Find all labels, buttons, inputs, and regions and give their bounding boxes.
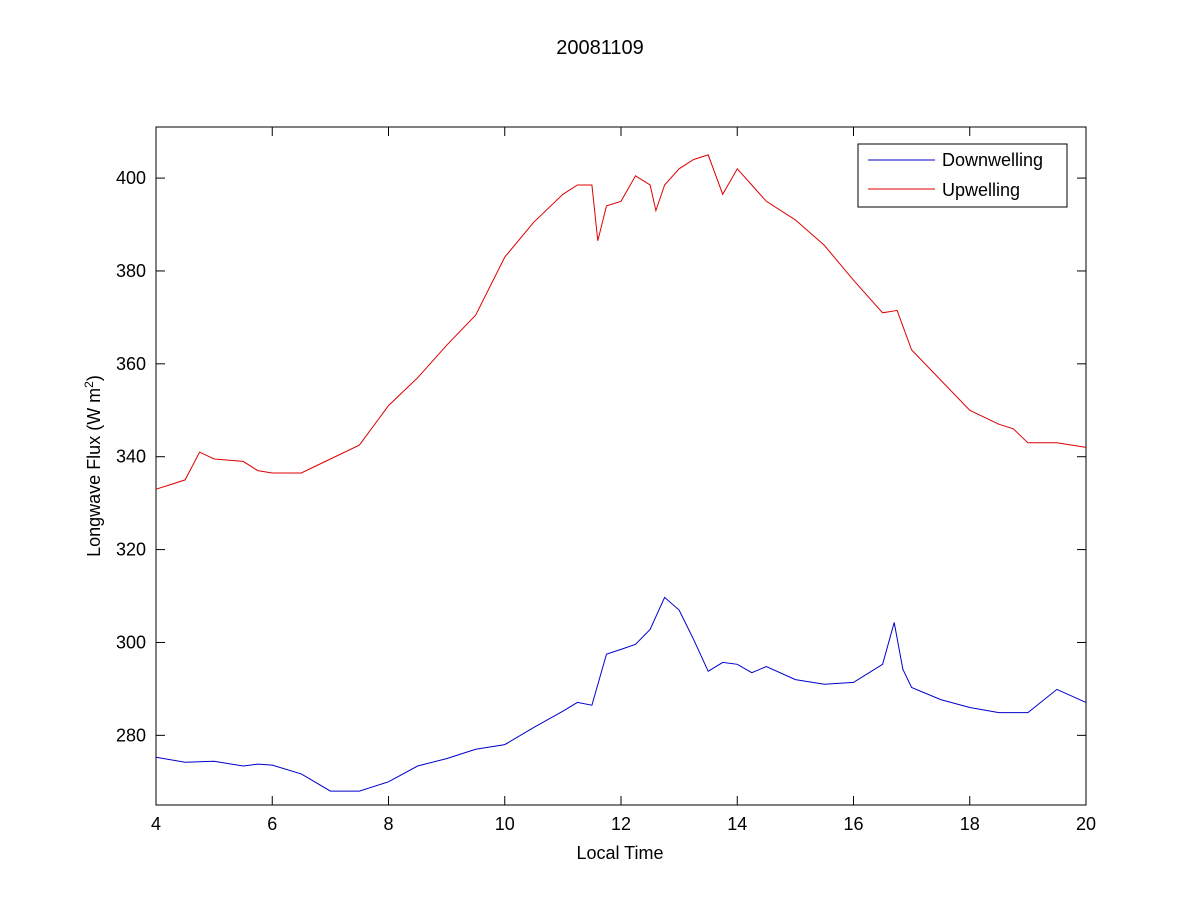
y-tick-label: 280	[116, 725, 146, 745]
y-tick-label: 360	[116, 354, 146, 374]
legend-box	[857, 143, 1068, 208]
legend-label-downwelling: Downwelling	[942, 150, 1043, 170]
series-line-upwelling	[155, 154, 1087, 490]
x-tick-label: 20	[1076, 814, 1096, 834]
x-tick-label: 12	[611, 814, 631, 834]
series-line-downwelling	[155, 596, 1087, 792]
x-axis-label: Local Time	[576, 843, 663, 863]
y-tick-label: 320	[116, 540, 146, 560]
y-axis-label: Longwave Flux (W m2)	[82, 375, 104, 557]
legend-label-upwelling: Upwelling	[942, 180, 1020, 200]
chart-title: 20081109	[556, 37, 644, 59]
x-tick-label: 6	[267, 814, 277, 834]
axes-box	[155, 126, 1087, 806]
y-tick-label: 340	[116, 447, 146, 467]
y-tick-label: 300	[116, 632, 146, 652]
plot-area: 4 6 8 10 12 14 16 18 20 280 300 320 340 360 380 400	[116, 126, 1096, 834]
legend: Downwelling Upwelling	[857, 143, 1068, 208]
y-tick-label: 400	[116, 168, 146, 188]
x-tick-label: 8	[383, 814, 393, 834]
x-tick-label: 10	[495, 814, 515, 834]
x-tick-label: 4	[151, 814, 161, 834]
y-tick-label: 380	[116, 261, 146, 281]
x-tick-label: 18	[960, 814, 980, 834]
x-tick-label: 14	[727, 814, 747, 834]
x-tick-label: 16	[843, 814, 863, 834]
